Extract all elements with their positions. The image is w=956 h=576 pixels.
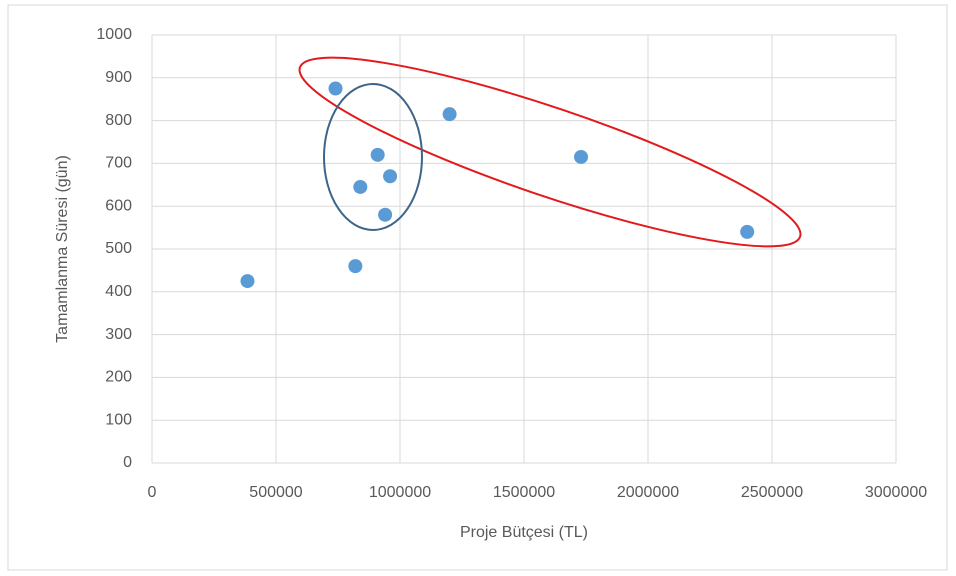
marks <box>240 81 755 289</box>
point <box>383 169 398 184</box>
y-tick-label: 800 <box>105 112 132 129</box>
blue-ellipse <box>323 83 423 231</box>
x-tick-label: 2500000 <box>741 484 803 501</box>
point <box>240 274 255 289</box>
grid <box>151 34 897 464</box>
point <box>348 259 363 274</box>
x-tick-label: 3000000 <box>865 484 927 501</box>
x-tick-label: 2000000 <box>617 484 679 501</box>
y-tick-label: 700 <box>105 155 132 172</box>
y-tick-label: 900 <box>105 69 132 86</box>
y-tick-label: 300 <box>105 326 132 343</box>
y-tick-label: 100 <box>105 411 132 428</box>
x-tick-label: 0 <box>148 484 157 501</box>
y-tick-label: 1000 <box>96 26 132 43</box>
point <box>740 224 755 239</box>
x-tick-label: 1000000 <box>369 484 431 501</box>
x-axis-title: Proje Bütçesi (TL) <box>460 524 588 541</box>
y-axis-title: Tamamlanma Süresi (gün) <box>54 155 71 343</box>
y-tick-label: 600 <box>105 197 132 214</box>
y-tick-label: 200 <box>105 369 132 386</box>
point <box>574 149 589 164</box>
point <box>353 179 368 194</box>
point <box>442 107 457 122</box>
point <box>378 207 393 222</box>
red-ellipse <box>298 56 802 248</box>
x-tick-label: 1500000 <box>493 484 555 501</box>
y-tick-label: 400 <box>105 283 132 300</box>
x-tick-label: 500000 <box>249 484 302 501</box>
y-tick-label: 0 <box>123 454 132 471</box>
point <box>370 147 385 162</box>
point <box>328 81 343 96</box>
chart-border <box>7 4 948 571</box>
y-tick-label: 500 <box>105 240 132 257</box>
